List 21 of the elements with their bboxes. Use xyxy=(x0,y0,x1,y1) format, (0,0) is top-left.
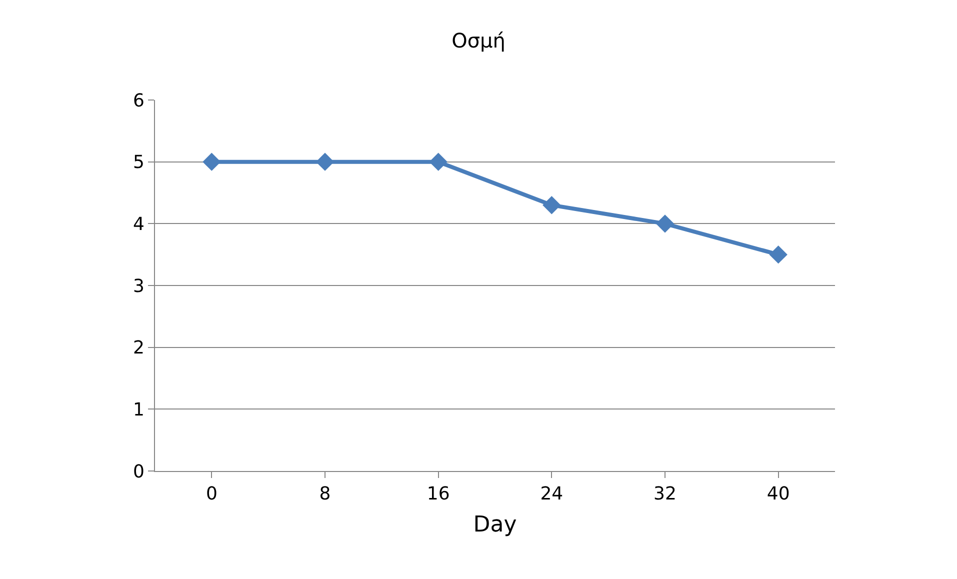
y-tick-label: 5 xyxy=(132,152,144,174)
y-tick-label: 3 xyxy=(132,276,144,297)
point xyxy=(542,196,561,214)
x-tick-label: 24 xyxy=(540,484,564,505)
y-tick-label: 6 xyxy=(132,90,144,112)
chart-title: Οσμή xyxy=(452,28,506,53)
point xyxy=(656,214,674,233)
x-axis-title: Day xyxy=(473,512,517,538)
x-tick-label: 32 xyxy=(654,484,676,505)
point xyxy=(429,152,448,171)
y-tick-label: 0 xyxy=(132,461,144,482)
x-tick-label: 16 xyxy=(426,484,450,505)
point xyxy=(202,152,221,171)
y-tick-label: 4 xyxy=(132,214,144,235)
x-tick-label: 40 xyxy=(766,484,790,505)
x-tick-label: 8 xyxy=(319,484,331,505)
point xyxy=(316,152,334,171)
point xyxy=(769,245,788,264)
x-tick-label: 0 xyxy=(206,484,218,505)
y-tick-label: 2 xyxy=(132,338,144,359)
y-tick-label: 1 xyxy=(132,399,144,420)
